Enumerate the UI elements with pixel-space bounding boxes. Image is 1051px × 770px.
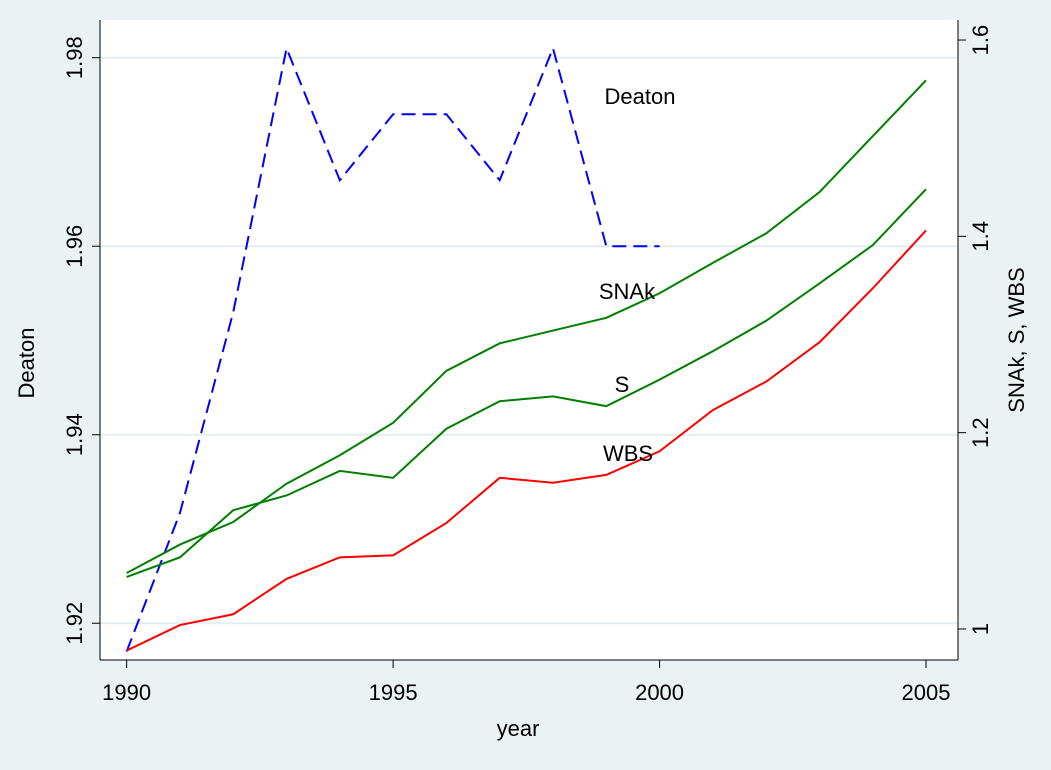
y2-tick-label: 1.4	[968, 221, 993, 252]
x-axis-title: year	[497, 716, 540, 741]
y2-axis-title: SNAk, S, WBS	[1004, 267, 1029, 412]
x-tick-label: 2000	[635, 680, 684, 705]
series-line	[125, 44, 660, 652]
x-tick-label: 2005	[902, 680, 951, 705]
x-tick-label: 1990	[102, 680, 151, 705]
y2-tick-label: 1	[968, 623, 993, 635]
plot-area	[100, 20, 958, 660]
series-line	[126, 188, 927, 578]
series-label: WBS	[603, 441, 653, 466]
y-axis-title: Deaton	[14, 328, 39, 399]
y2-tick-label: 1.2	[968, 417, 993, 448]
series-line	[126, 229, 927, 652]
y-tick-label: 1.94	[62, 413, 87, 456]
series-label: Deaton	[605, 84, 676, 109]
x-tick-label: 1995	[369, 680, 418, 705]
y-tick-label: 1.98	[62, 36, 87, 79]
y-tick-label: 1.96	[62, 225, 87, 268]
y-tick-label: 1.92	[62, 602, 87, 645]
y2-tick-label: 1.6	[968, 25, 993, 56]
series-label: S	[615, 372, 630, 397]
series-label: SNAk	[599, 279, 656, 304]
